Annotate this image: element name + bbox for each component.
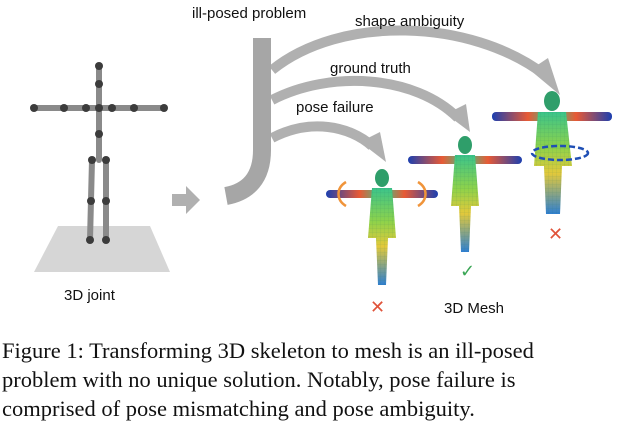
- arrow-shape-ambiguity: [268, 25, 549, 79]
- cross-pose-failure-icon: ✕: [370, 297, 385, 318]
- mesh-ground-truth: [408, 136, 522, 252]
- mesh-pose-failure: [326, 169, 438, 285]
- label-ill-posed: ill-posed problem: [192, 5, 306, 22]
- arrowhead-pose-failure: [360, 132, 386, 162]
- label-3d-joint: 3D joint: [64, 287, 116, 304]
- rotation-arrow-left: [337, 180, 347, 208]
- forward-arrow: [172, 186, 200, 214]
- label-shape-ambiguity: shape ambiguity: [355, 13, 465, 30]
- caption-line-1: Figure 1: Transforming 3D skeleton to me…: [2, 338, 534, 363]
- arrow-ground-truth: [269, 75, 462, 122]
- waist-ellipse: [530, 144, 590, 162]
- floor-plane: [34, 226, 170, 272]
- label-ground-truth: ground truth: [330, 60, 411, 77]
- check-ground-truth-icon: ✓: [460, 261, 475, 282]
- skeleton: [30, 62, 170, 272]
- caption-line-3: comprised of pose mismatching and pose a…: [2, 396, 475, 421]
- arrowhead-ground-truth: [446, 104, 470, 132]
- arrow-pose-failure: [269, 121, 376, 150]
- bar-ill-posed: [223, 38, 271, 205]
- mesh-shape-ambiguity: [492, 91, 612, 214]
- label-3d-mesh: 3D Mesh: [444, 300, 504, 317]
- label-pose-failure: pose failure: [296, 99, 374, 116]
- arrowhead-shape-ambiguity: [530, 58, 560, 95]
- cross-shape-ambiguity-icon: ✕: [548, 224, 563, 245]
- caption-line-2: problem with no unique solution. Notably…: [2, 367, 516, 392]
- rotation-arrow-right: [417, 180, 427, 208]
- figure-caption: Figure 1: Transforming 3D skeleton to me…: [2, 336, 642, 423]
